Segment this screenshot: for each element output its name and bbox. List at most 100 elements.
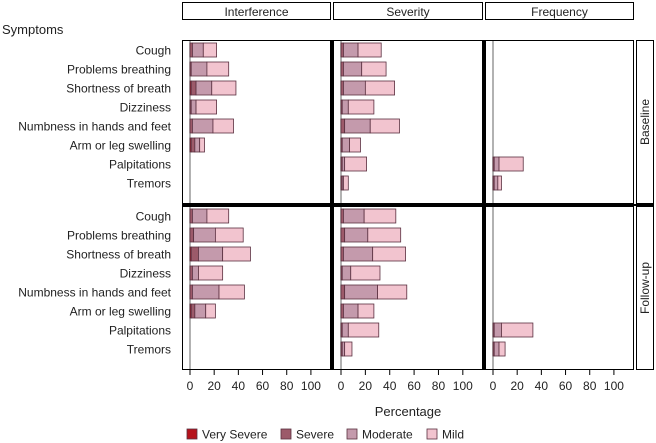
bar-baseline-severity-numbness-in-hands-and-feet-severe [340,118,346,134]
bar-baseline-severity-problems-breathing-moderate [343,61,363,77]
bar-baseline-severity-cough-mild [357,42,382,58]
x-tick-label: 40 [383,379,397,393]
bar-follow-up-interference-numbness-in-hands-and-feet-moderate [192,284,220,300]
bar-follow-up-frequency-tremors-mild [498,341,506,357]
category-label-problems-breathing: Problems breathing [67,229,171,243]
bar-baseline-interference-dizziness-mild [195,99,218,115]
legend-label-mild: Mild [442,428,464,442]
x-axis-title: Percentage [375,404,442,419]
bar-baseline-severity-problems-breathing-mild [361,61,387,77]
category-label-shortness-of-breath: Shortness of breath [66,82,171,96]
panel-baseline-frequency [485,40,634,204]
legend-label-moderate: Moderate [362,428,413,442]
x-tick-label: 60 [256,379,270,393]
bar-baseline-interference-arm-or-leg-swelling-severe [190,137,196,153]
row-header-box-baseline [636,40,654,204]
bar-follow-up-interference-arm-or-leg-swelling-mild [205,303,216,319]
category-label-numbness-in-hands-and-feet: Numbness in hands and feet [18,120,171,134]
x-tick-label: 80 [432,379,446,393]
column-header-interference: Interference [224,5,288,19]
bar-baseline-severity-shortness-of-breath-moderate [343,80,366,96]
x-tick-label: 0 [490,379,497,393]
category-label-cough: Cough [136,44,171,58]
legend-label-very-severe: Very Severe [202,428,268,442]
bar-baseline-interference-shortness-of-breath-moderate [195,80,213,96]
bar-follow-up-severity-shortness-of-breath-mild [372,246,406,262]
category-label-dizziness: Dizziness [120,267,171,281]
bar-follow-up-interference-problems-breathing-moderate [193,227,216,243]
bar-follow-up-severity-problems-breathing-moderate [344,227,369,243]
bar-baseline-frequency-palpitations-mild [498,156,524,172]
bar-follow-up-frequency-tremors-moderate [493,341,500,357]
legend-swatch-very-severe [186,428,198,440]
bar-baseline-severity-numbness-in-hands-and-feet-mild [369,118,400,134]
x-axes: 0 20 40 60 80 100 0 20 40 60 80 100 0 20 40 60 80 100 [187,370,624,393]
bar-baseline-frequency-tremors-moderate [493,175,499,191]
bar-baseline-frequency-palpitations-moderate [493,156,500,172]
bar-baseline-interference-shortness-of-breath-mild [211,80,237,96]
bar-baseline-severity-arm-or-leg-swelling-mild [349,137,361,153]
bar-follow-up-severity-cough-moderate [343,208,365,224]
bar-follow-up-severity-problems-breathing-mild [367,227,402,243]
row-header-follow-up: Follow-up [638,262,652,314]
bar-baseline-interference-numbness-in-hands-and-feet-mild [212,118,234,134]
bar-follow-up-severity-problems-breathing-severe [340,227,346,243]
bar-follow-up-severity-arm-or-leg-swelling-moderate [343,303,359,319]
row-headers: Baseline Follow-up [636,40,654,370]
bar-follow-up-severity-arm-or-leg-swelling-mild [357,303,375,319]
bar-baseline-interference-problems-breathing-mild [206,61,230,77]
x-tick-label: 40 [232,379,246,393]
legend-label-severe: Severe [296,428,334,442]
x-tick-label: 0 [338,379,345,393]
row-header-baseline: Baseline [638,99,652,145]
bar-baseline-severity-dizziness-moderate [341,99,349,115]
legend-swatch-severe [280,428,292,440]
x-tick-label: 80 [583,379,597,393]
bar-follow-up-frequency-palpitations-moderate [493,322,502,338]
category-label-arm-or-leg-swelling: Arm or leg swelling [70,139,171,153]
x-tick-label: 20 [359,379,373,393]
bar-baseline-severity-shortness-of-breath-mild [364,80,396,96]
bar-baseline-interference-cough-moderate [192,42,204,58]
category-label-tremors: Tremors [127,343,171,357]
category-label-shortness-of-breath: Shortness of breath [66,248,171,262]
bar-baseline-interference-problems-breathing-moderate [190,61,208,77]
bar-baseline-interference-dizziness-moderate [190,99,197,115]
bar-baseline-interference-arm-or-leg-swelling-moderate [194,137,201,153]
row-header-box-follow-up [636,206,654,370]
x-tick-label: 100 [301,379,321,393]
bar-follow-up-severity-palpitations-mild [347,322,380,338]
column-header-frequency: Frequency [531,5,588,19]
legend: Very Severe Severe Moderate Mild [186,428,464,442]
bar-follow-up-severity-dizziness-mild [350,265,381,281]
bar-follow-up-interference-numbness-in-hands-and-feet-mild [218,284,245,300]
category-labels: Cough Problems breathing Shortness of brea… [18,44,171,357]
bar-baseline-interference-shortness-of-breath-severe [190,80,197,96]
panel-follow-up-frequency [485,206,634,370]
bar-baseline-severity-numbness-in-hands-and-feet-moderate [344,118,371,134]
y-axis-title: Symptoms [2,22,64,37]
legend-swatch-moderate [346,428,358,440]
column-header-box-frequency [485,2,634,20]
x-tick-label: 40 [535,379,549,393]
x-tick-label: 20 [208,379,222,393]
bar-follow-up-severity-tremors-mild [344,341,353,357]
category-label-palpitations: Palpitations [109,324,171,338]
column-header-box-severity [333,2,483,20]
bar-baseline-interference-arm-or-leg-swelling-mild [199,137,205,153]
category-label-arm-or-leg-swelling: Arm or leg swelling [70,305,171,319]
bar-follow-up-interference-cough-moderate [192,208,208,224]
plot-panels [182,40,654,370]
bar-follow-up-frequency-palpitations-mild [501,322,534,338]
x-tick-label: 100 [453,379,473,393]
bar-baseline-interference-numbness-in-hands-and-feet-moderate [192,118,214,134]
x-tick-label: 60 [407,379,421,393]
category-label-tremors: Tremors [127,177,171,191]
bar-follow-up-interference-shortness-of-breath-moderate [198,246,224,262]
bar-follow-up-severity-palpitations-moderate [341,322,349,338]
bar-follow-up-severity-numbness-in-hands-and-feet-severe [340,284,346,300]
bar-baseline-severity-palpitations-mild [344,156,367,172]
bar-baseline-severity-dizziness-mild [347,99,375,115]
x-tick-label: 60 [559,379,573,393]
